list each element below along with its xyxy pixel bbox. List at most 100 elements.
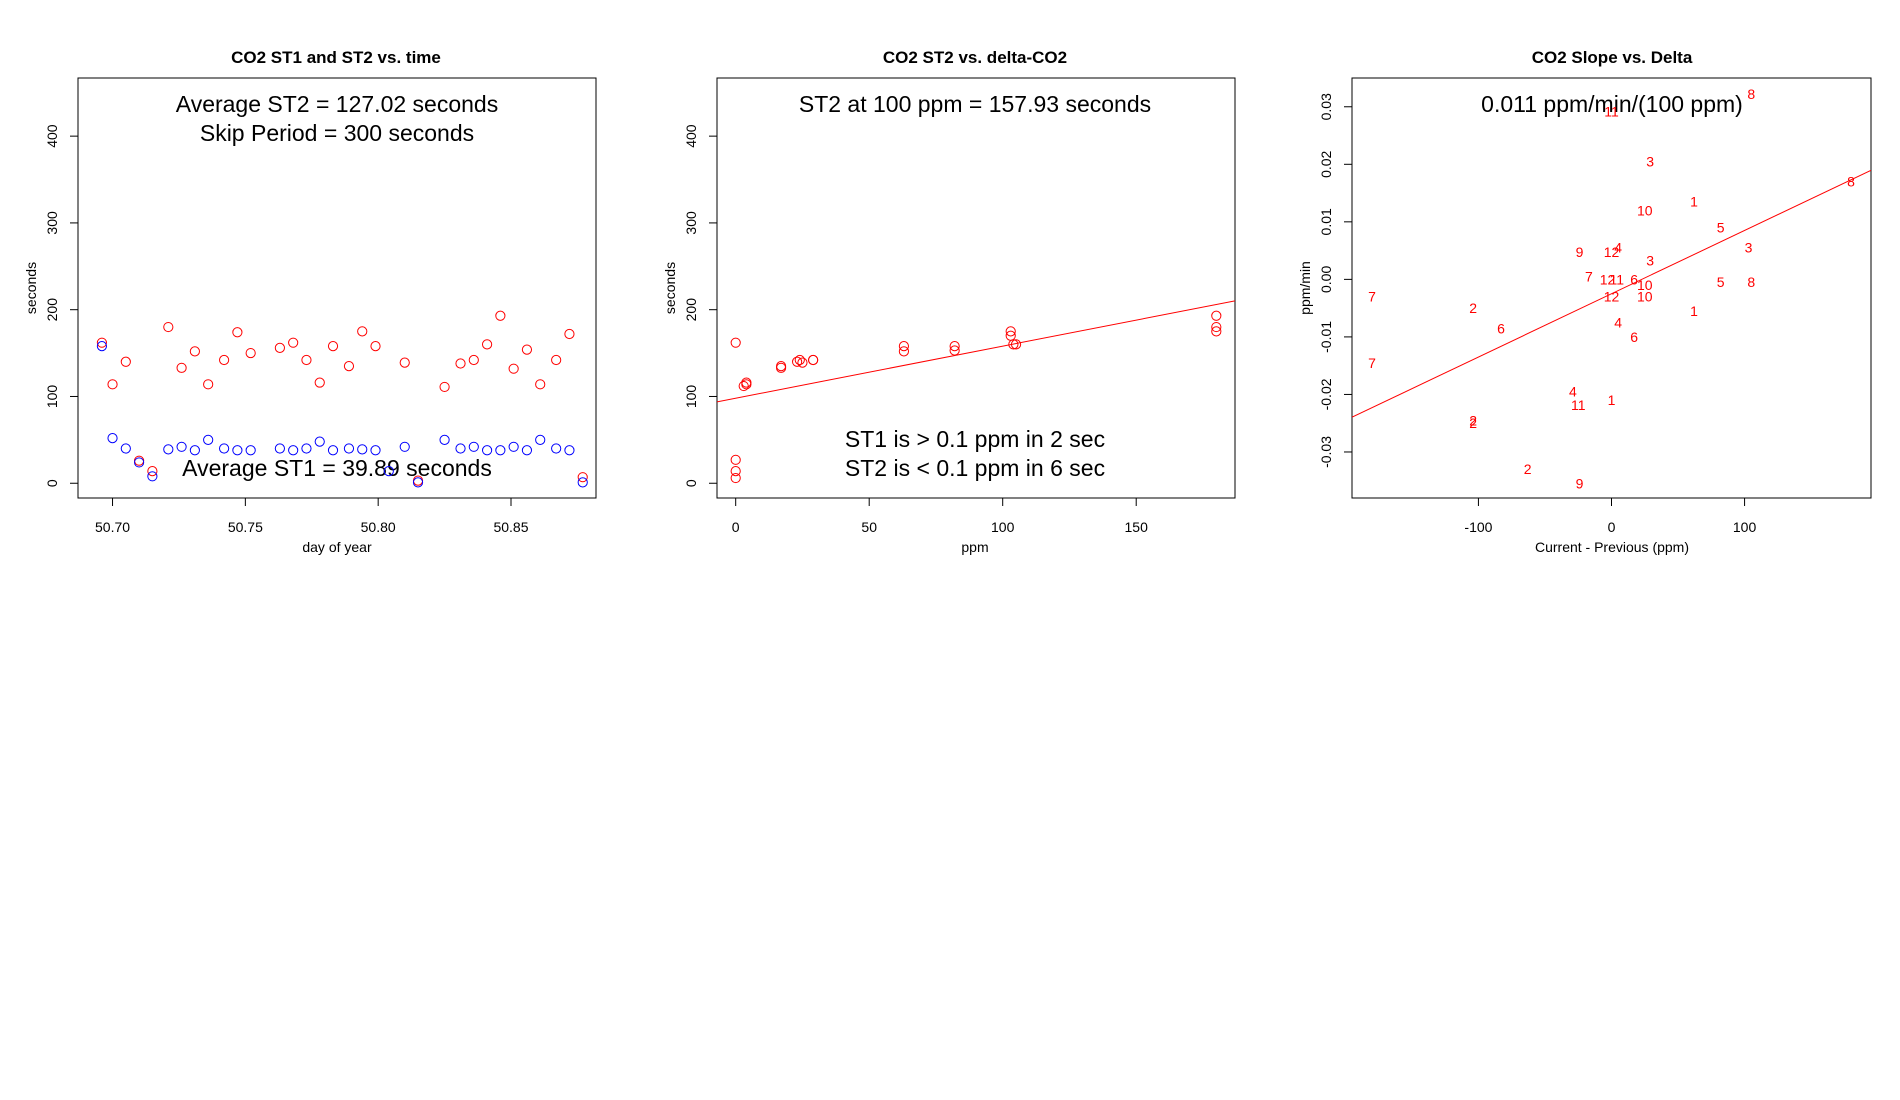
y-tick-label: 400 (44, 124, 60, 148)
y-tick-label: 300 (683, 211, 699, 235)
point-st1 (189, 445, 200, 456)
point-st1 (288, 445, 299, 456)
y-axis-label: seconds (662, 262, 678, 314)
point-st2 (949, 345, 960, 356)
point-st1 (120, 443, 131, 454)
point-st2 (455, 358, 466, 369)
point-st1 (535, 434, 546, 445)
point-st2 (551, 354, 562, 366)
point-st2 (730, 337, 741, 348)
point-st2 (232, 327, 243, 338)
point-label: 10 (1637, 277, 1653, 293)
point-label: 7 (1368, 289, 1376, 305)
point-st2 (343, 360, 355, 372)
x-tick-label: 50.70 (95, 519, 130, 535)
point-st2 (219, 354, 230, 366)
point-label: 9 (1576, 244, 1584, 260)
point-st2 (1005, 326, 1016, 337)
point-st2 (96, 337, 108, 348)
fit-line (1352, 169, 1871, 418)
y-tick-label: 200 (683, 298, 699, 322)
point-st1 (314, 436, 325, 447)
y-tick-label: 0.01 (1318, 208, 1334, 235)
point-st1 (203, 434, 214, 445)
y-tick-label: 0 (683, 479, 699, 487)
point-label: 8 (1847, 174, 1855, 190)
point-st2 (189, 346, 200, 357)
point-label: 12 (1600, 271, 1616, 287)
point-st1 (455, 443, 466, 454)
y-axis: 0 100 200 300 400 (683, 124, 718, 487)
point-st2 (439, 381, 450, 393)
x-axis: 50.70 50.75 50.80 50.85 (95, 497, 529, 535)
y-axis: 0 100 200 300 400 (44, 124, 79, 487)
point-st2 (564, 328, 575, 340)
point-label: 5 (1717, 220, 1725, 236)
point-st1 (163, 444, 174, 455)
point-label: 12 (1604, 289, 1620, 305)
point-st2 (301, 354, 312, 366)
y-tick-label: 400 (683, 124, 699, 148)
y-tick-label: 0.02 (1318, 150, 1334, 177)
point-label: 10 (1637, 289, 1653, 305)
annotation-skip-period: Skip Period = 300 seconds (200, 120, 474, 146)
point-st2 (738, 380, 749, 392)
point-st2 (730, 465, 741, 477)
point-st2 (327, 341, 339, 352)
point-st1 (439, 434, 450, 445)
y-tick-label: 0 (44, 479, 60, 487)
point-label: 4 (1614, 240, 1622, 256)
point-label: 11 (1610, 271, 1625, 287)
point-st1 (232, 445, 243, 456)
panel-st2-vs-delta-co2: CO2 ST2 vs. delta-CO2 0 50 100 150 0 100 200 3… (662, 48, 1236, 555)
point-label: 12 (1604, 244, 1620, 260)
point-st2 (481, 339, 493, 350)
point-label: 4 (1614, 315, 1622, 331)
point-st2 (792, 356, 803, 367)
point-st1 (412, 477, 424, 488)
point-label: 6 (1630, 329, 1638, 345)
point-st2 (495, 310, 506, 321)
point-label: 1 (1608, 392, 1616, 408)
point-label: 9 (1576, 476, 1584, 492)
y-tick-label: 200 (44, 298, 60, 322)
y-tick-label: -0.01 (1318, 321, 1334, 353)
annotation-st1-threshold: ST1 is > 0.1 ppm in 2 sec (845, 426, 1105, 452)
point-st2 (245, 347, 256, 359)
point-st2 (898, 341, 910, 352)
point-label: 8 (1747, 274, 1755, 290)
x-tick-label: -100 (1464, 519, 1492, 535)
point-st1 (245, 445, 256, 456)
data-points (96, 310, 588, 488)
x-tick-label: 150 (1125, 519, 1149, 535)
point-st2 (521, 344, 533, 355)
chart-title: CO2 Slope vs. Delta (1532, 48, 1693, 67)
point-st1 (301, 443, 312, 454)
point-label: 2 (1469, 415, 1477, 431)
point-label: 11 (1604, 103, 1619, 119)
point-st2 (797, 357, 808, 368)
point-label: 6 (1497, 320, 1505, 336)
y-tick-label: -0.03 (1318, 436, 1334, 468)
annotation-average-st1: Average ST1 = 39.89 seconds (182, 455, 492, 481)
x-tick-label: 50.75 (228, 519, 263, 535)
point-label: 11 (1571, 397, 1586, 413)
y-tick-label: 100 (683, 385, 699, 409)
y-tick-label: 300 (44, 211, 60, 235)
point-st2 (107, 379, 118, 390)
point-label: 10 (1637, 202, 1653, 218)
x-axis-label: Current - Previous (ppm) (1535, 539, 1689, 555)
point-st2 (357, 326, 368, 337)
point-st2 (288, 337, 299, 348)
y-axis-label: ppm/min (1297, 261, 1313, 315)
point-st2 (898, 346, 910, 357)
point-label: 7 (1368, 355, 1376, 371)
point-st1 (468, 441, 479, 452)
point-st1 (370, 445, 381, 456)
x-tick-label: 0 (1608, 519, 1616, 535)
point-label: 1 (1690, 194, 1698, 210)
y-tick-label: 0.00 (1318, 266, 1334, 293)
point-st2 (775, 360, 787, 372)
point-st1 (508, 441, 519, 452)
